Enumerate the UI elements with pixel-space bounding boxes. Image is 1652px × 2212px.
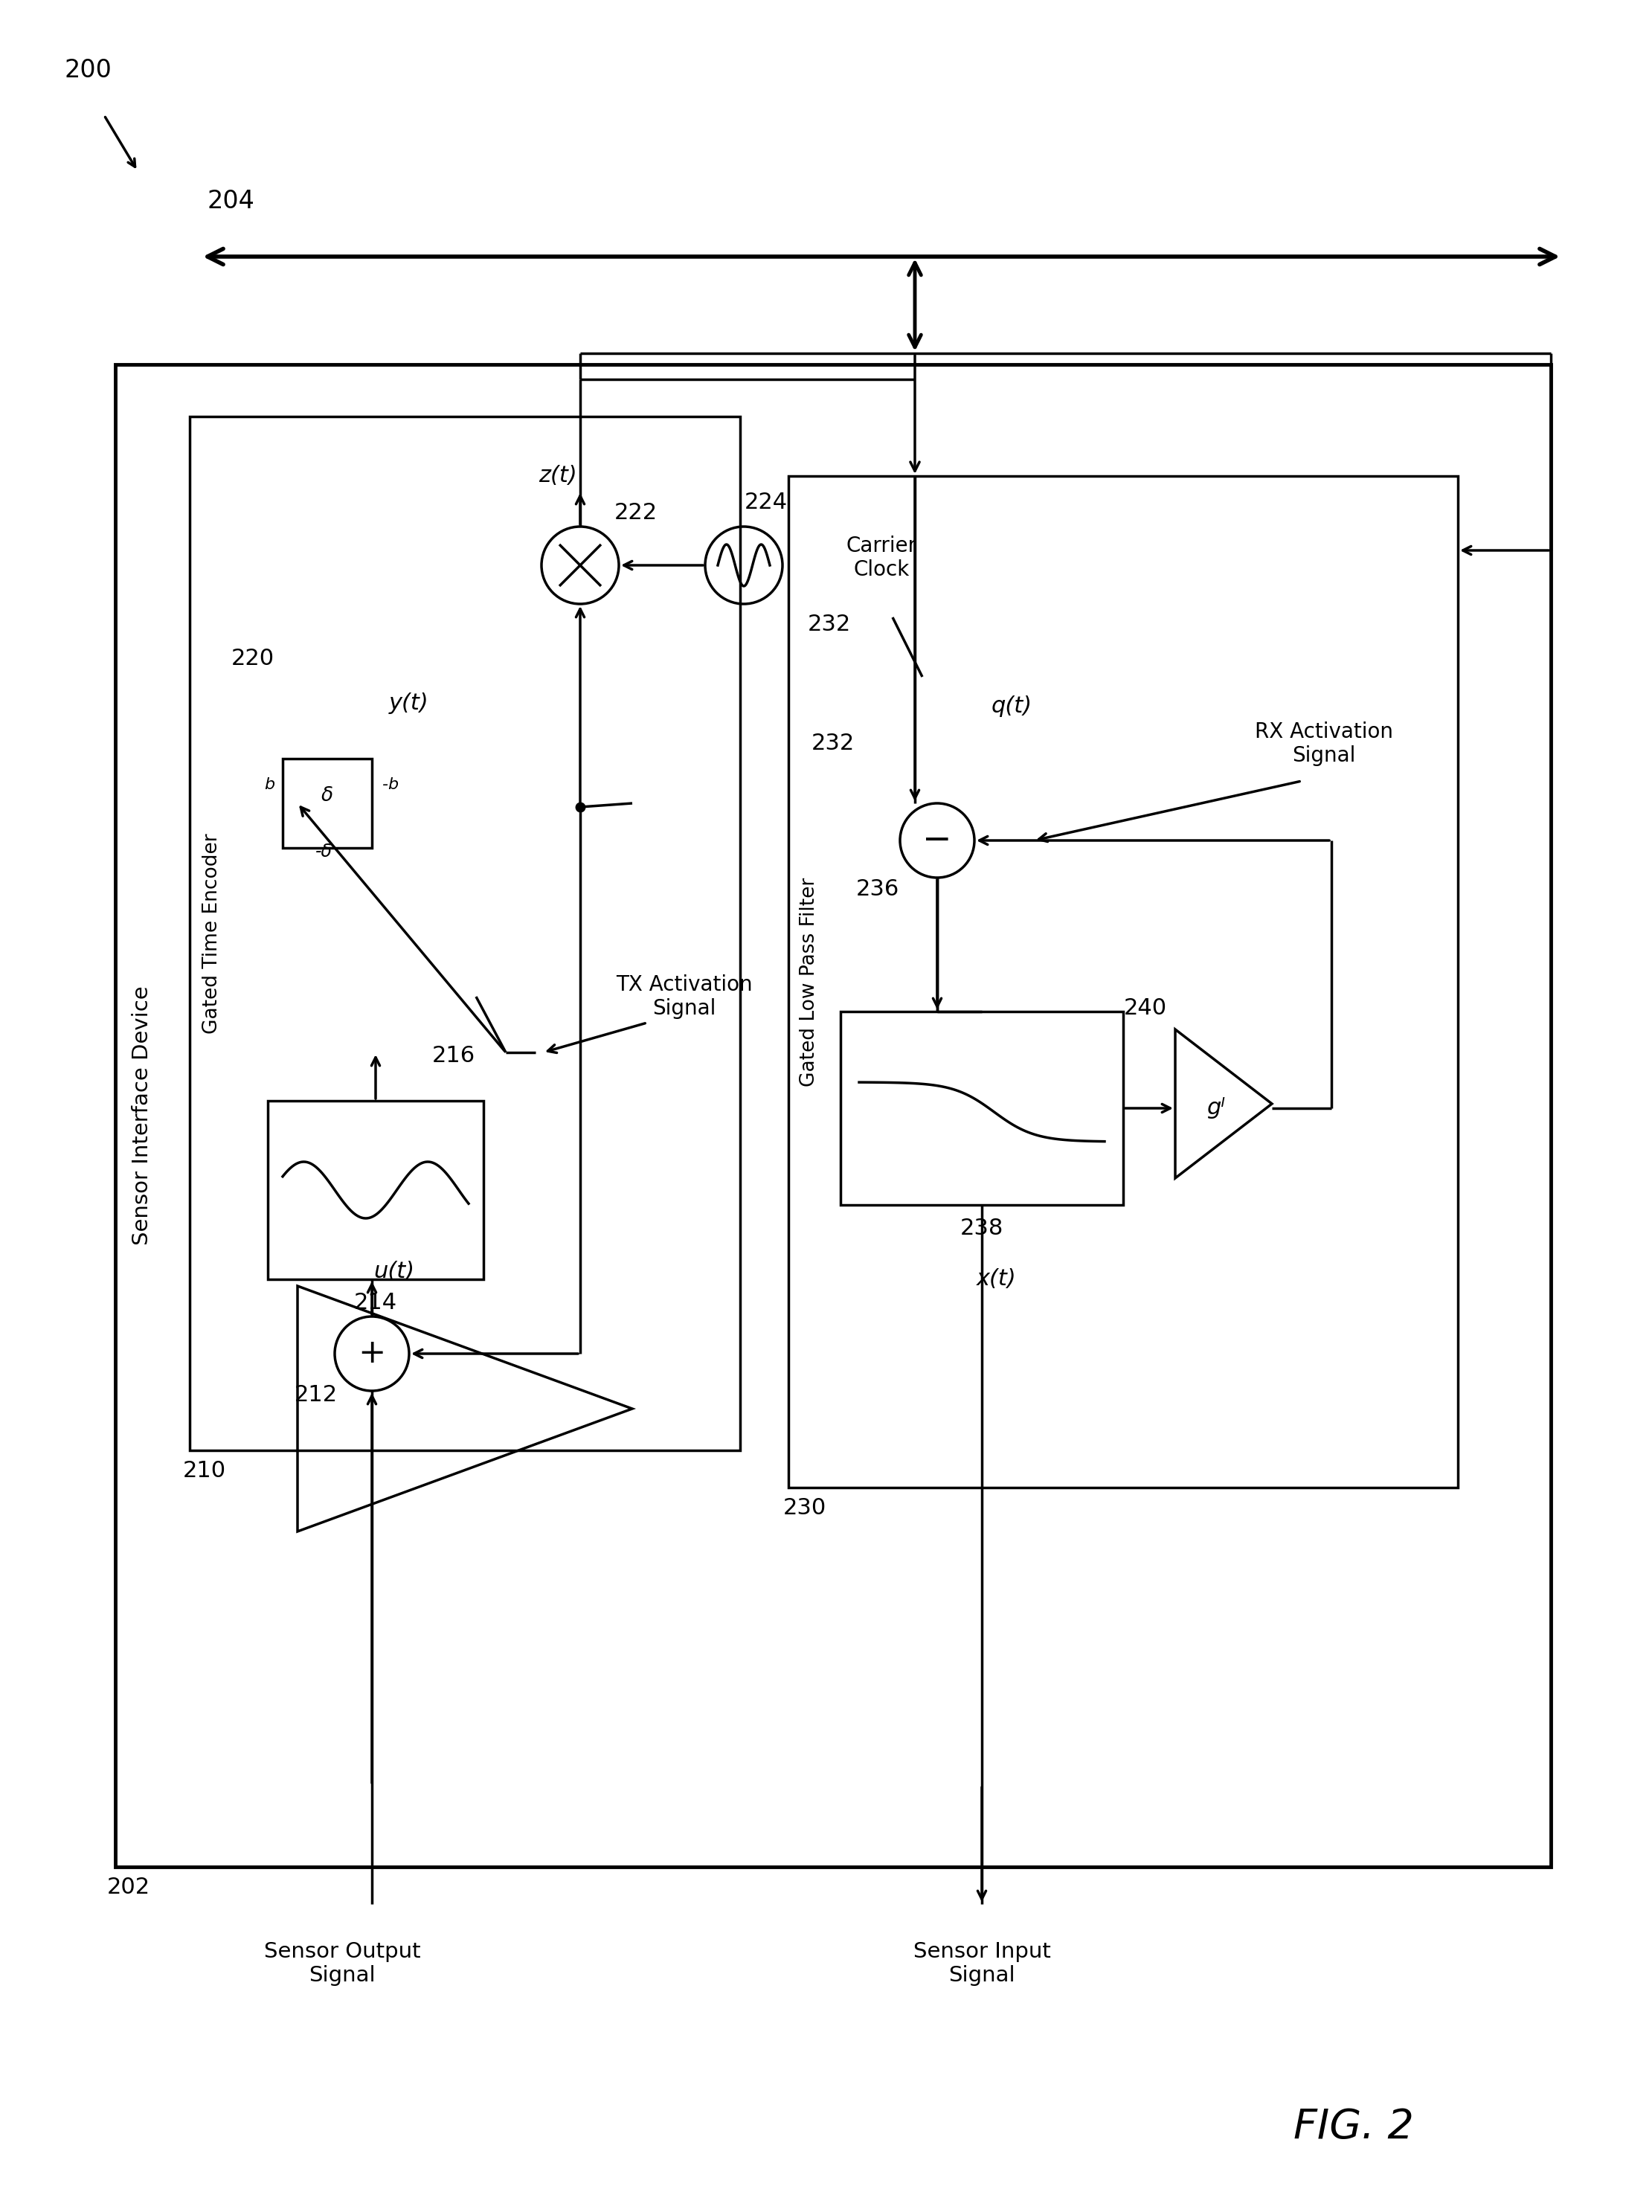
Text: gᴵ: gᴵ xyxy=(1208,1097,1226,1119)
Text: 224: 224 xyxy=(745,491,788,513)
Text: 240: 240 xyxy=(1123,998,1166,1018)
Text: 214: 214 xyxy=(354,1292,396,1314)
Text: Sensor Interface Device: Sensor Interface Device xyxy=(132,987,152,1245)
Text: 222: 222 xyxy=(615,502,657,524)
Text: 216: 216 xyxy=(433,1046,476,1066)
Text: u(t): u(t) xyxy=(373,1261,415,1283)
Text: 236: 236 xyxy=(856,878,899,900)
Text: −: − xyxy=(922,823,952,858)
Text: z(t): z(t) xyxy=(539,465,577,487)
Text: 202: 202 xyxy=(107,1878,150,1898)
Text: Sensor Output
Signal: Sensor Output Signal xyxy=(264,1942,421,1986)
Text: 220: 220 xyxy=(231,648,274,668)
Text: 204: 204 xyxy=(206,188,254,212)
Bar xyxy=(116,365,1551,1867)
Text: 212: 212 xyxy=(294,1385,337,1405)
Text: -δ: -δ xyxy=(316,843,332,860)
Text: FIG. 2: FIG. 2 xyxy=(1294,2108,1414,2148)
Text: Sensor Input
Signal: Sensor Input Signal xyxy=(914,1942,1051,1986)
Text: 238: 238 xyxy=(960,1219,1003,1239)
Text: 210: 210 xyxy=(183,1460,226,1482)
Text: δ: δ xyxy=(320,785,334,805)
Text: y(t): y(t) xyxy=(390,692,430,714)
Text: q(t): q(t) xyxy=(991,697,1032,717)
Text: RX Activation
Signal: RX Activation Signal xyxy=(1256,721,1393,765)
Text: Gated Low Pass Filter: Gated Low Pass Filter xyxy=(800,878,819,1086)
Text: x(t): x(t) xyxy=(976,1267,1016,1290)
Bar xyxy=(788,476,1457,1486)
Text: 230: 230 xyxy=(783,1498,826,1520)
Bar xyxy=(282,759,372,847)
Text: b: b xyxy=(264,776,274,792)
Text: 232: 232 xyxy=(808,615,851,635)
Text: 200: 200 xyxy=(64,58,112,82)
Text: Carrier
Clock: Carrier Clock xyxy=(846,535,917,580)
Bar xyxy=(268,1102,484,1279)
Text: TX Activation
Signal: TX Activation Signal xyxy=(616,973,753,1020)
Text: Gated Time Encoder: Gated Time Encoder xyxy=(202,834,221,1033)
Text: 232: 232 xyxy=(811,732,854,754)
Bar xyxy=(190,416,740,1451)
Text: +: + xyxy=(358,1338,387,1369)
Text: -b: -b xyxy=(382,776,398,792)
Bar xyxy=(841,1011,1123,1206)
